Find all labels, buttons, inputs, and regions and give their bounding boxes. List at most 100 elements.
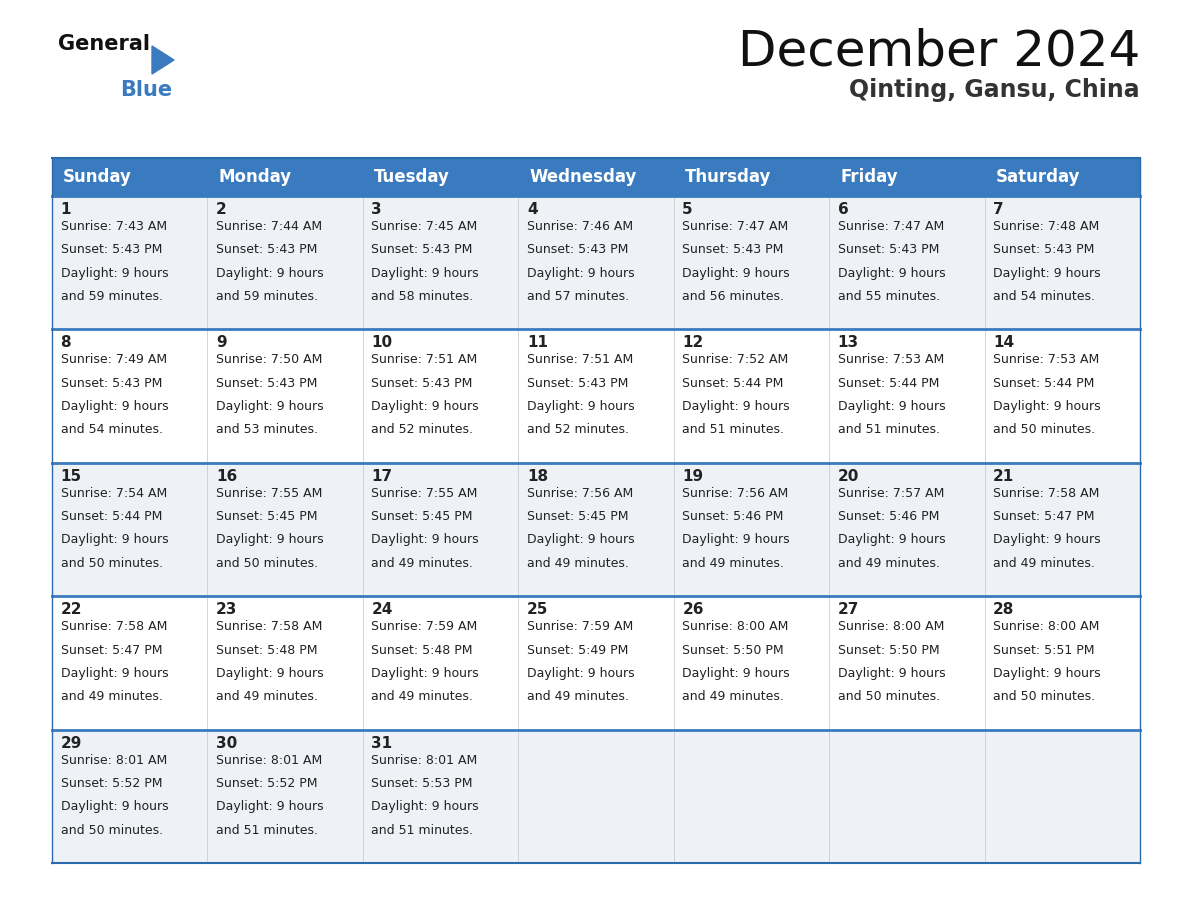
- Text: 4: 4: [526, 202, 537, 217]
- Text: and 49 minutes.: and 49 minutes.: [838, 557, 940, 570]
- Text: Sunday: Sunday: [63, 168, 132, 186]
- Text: Monday: Monday: [219, 168, 291, 186]
- Text: 1: 1: [61, 202, 71, 217]
- Text: Sunset: 5:47 PM: Sunset: 5:47 PM: [61, 644, 162, 656]
- Text: Daylight: 9 hours: Daylight: 9 hours: [216, 533, 323, 546]
- Text: Sunrise: 7:59 AM: Sunrise: 7:59 AM: [526, 621, 633, 633]
- Text: Sunset: 5:43 PM: Sunset: 5:43 PM: [526, 376, 628, 390]
- Text: and 52 minutes.: and 52 minutes.: [372, 423, 473, 436]
- Text: Wednesday: Wednesday: [529, 168, 637, 186]
- Text: 16: 16: [216, 469, 238, 484]
- Text: Daylight: 9 hours: Daylight: 9 hours: [61, 267, 169, 280]
- Text: Sunset: 5:43 PM: Sunset: 5:43 PM: [682, 243, 784, 256]
- Text: Daylight: 9 hours: Daylight: 9 hours: [216, 400, 323, 413]
- Text: Sunrise: 7:57 AM: Sunrise: 7:57 AM: [838, 487, 944, 499]
- Text: and 59 minutes.: and 59 minutes.: [61, 290, 163, 303]
- Text: Daylight: 9 hours: Daylight: 9 hours: [372, 533, 479, 546]
- Text: Blue: Blue: [120, 80, 172, 100]
- Text: 13: 13: [838, 335, 859, 351]
- Text: Daylight: 9 hours: Daylight: 9 hours: [682, 267, 790, 280]
- Text: 6: 6: [838, 202, 848, 217]
- Text: Sunrise: 8:00 AM: Sunrise: 8:00 AM: [682, 621, 789, 633]
- Text: and 49 minutes.: and 49 minutes.: [526, 557, 628, 570]
- Text: and 58 minutes.: and 58 minutes.: [372, 290, 474, 303]
- Text: Sunrise: 7:53 AM: Sunrise: 7:53 AM: [993, 353, 1099, 366]
- Text: Sunrise: 7:51 AM: Sunrise: 7:51 AM: [372, 353, 478, 366]
- Text: 20: 20: [838, 469, 859, 484]
- Text: and 57 minutes.: and 57 minutes.: [526, 290, 628, 303]
- Text: Sunset: 5:44 PM: Sunset: 5:44 PM: [993, 376, 1094, 390]
- Text: Sunset: 5:50 PM: Sunset: 5:50 PM: [682, 644, 784, 656]
- Text: 8: 8: [61, 335, 71, 351]
- Text: Sunset: 5:45 PM: Sunset: 5:45 PM: [526, 510, 628, 523]
- Text: Daylight: 9 hours: Daylight: 9 hours: [993, 666, 1101, 680]
- Text: and 51 minutes.: and 51 minutes.: [216, 823, 318, 836]
- Text: Sunset: 5:48 PM: Sunset: 5:48 PM: [372, 644, 473, 656]
- Text: 26: 26: [682, 602, 703, 617]
- Text: Daylight: 9 hours: Daylight: 9 hours: [372, 800, 479, 813]
- Text: Sunset: 5:50 PM: Sunset: 5:50 PM: [838, 644, 940, 656]
- Text: Sunset: 5:44 PM: Sunset: 5:44 PM: [61, 510, 162, 523]
- Text: Daylight: 9 hours: Daylight: 9 hours: [682, 400, 790, 413]
- Text: and 49 minutes.: and 49 minutes.: [682, 557, 784, 570]
- Text: Sunset: 5:49 PM: Sunset: 5:49 PM: [526, 644, 628, 656]
- Text: and 50 minutes.: and 50 minutes.: [838, 690, 940, 703]
- Text: and 49 minutes.: and 49 minutes.: [993, 557, 1095, 570]
- Text: Sunrise: 7:59 AM: Sunrise: 7:59 AM: [372, 621, 478, 633]
- Text: Sunrise: 7:46 AM: Sunrise: 7:46 AM: [526, 220, 633, 233]
- Text: Daylight: 9 hours: Daylight: 9 hours: [61, 666, 169, 680]
- Text: Sunrise: 8:01 AM: Sunrise: 8:01 AM: [372, 754, 478, 767]
- Text: 25: 25: [526, 602, 548, 617]
- Text: and 56 minutes.: and 56 minutes.: [682, 290, 784, 303]
- Text: Sunrise: 7:54 AM: Sunrise: 7:54 AM: [61, 487, 166, 499]
- Text: Daylight: 9 hours: Daylight: 9 hours: [993, 400, 1101, 413]
- Text: 3: 3: [372, 202, 383, 217]
- Text: Daylight: 9 hours: Daylight: 9 hours: [61, 533, 169, 546]
- Text: Daylight: 9 hours: Daylight: 9 hours: [993, 267, 1101, 280]
- Text: Sunrise: 7:43 AM: Sunrise: 7:43 AM: [61, 220, 166, 233]
- Text: Sunrise: 7:53 AM: Sunrise: 7:53 AM: [838, 353, 944, 366]
- Polygon shape: [152, 46, 173, 74]
- Text: Sunrise: 7:58 AM: Sunrise: 7:58 AM: [993, 487, 1100, 499]
- Text: Sunrise: 7:50 AM: Sunrise: 7:50 AM: [216, 353, 322, 366]
- Text: 11: 11: [526, 335, 548, 351]
- Bar: [52, 158, 1140, 196]
- Text: Sunrise: 7:51 AM: Sunrise: 7:51 AM: [526, 353, 633, 366]
- Text: Sunset: 5:52 PM: Sunset: 5:52 PM: [61, 777, 162, 790]
- Text: Daylight: 9 hours: Daylight: 9 hours: [372, 666, 479, 680]
- Text: Sunrise: 7:48 AM: Sunrise: 7:48 AM: [993, 220, 1099, 233]
- Text: and 49 minutes.: and 49 minutes.: [61, 690, 163, 703]
- Text: 17: 17: [372, 469, 392, 484]
- Text: Sunrise: 8:00 AM: Sunrise: 8:00 AM: [838, 621, 944, 633]
- Text: Qinting, Gansu, China: Qinting, Gansu, China: [849, 78, 1140, 102]
- Text: Daylight: 9 hours: Daylight: 9 hours: [838, 267, 946, 280]
- Text: 12: 12: [682, 335, 703, 351]
- Text: Sunset: 5:43 PM: Sunset: 5:43 PM: [61, 243, 162, 256]
- Text: 15: 15: [61, 469, 82, 484]
- Text: Sunset: 5:43 PM: Sunset: 5:43 PM: [993, 243, 1094, 256]
- Text: and 52 minutes.: and 52 minutes.: [526, 423, 628, 436]
- Text: Sunset: 5:47 PM: Sunset: 5:47 PM: [993, 510, 1094, 523]
- Text: and 51 minutes.: and 51 minutes.: [372, 823, 473, 836]
- Text: Sunrise: 7:44 AM: Sunrise: 7:44 AM: [216, 220, 322, 233]
- Text: Daylight: 9 hours: Daylight: 9 hours: [61, 800, 169, 813]
- Text: Daylight: 9 hours: Daylight: 9 hours: [526, 533, 634, 546]
- Text: Sunrise: 7:56 AM: Sunrise: 7:56 AM: [682, 487, 789, 499]
- Text: 27: 27: [838, 602, 859, 617]
- Bar: [52, 730, 1140, 863]
- Text: Sunset: 5:53 PM: Sunset: 5:53 PM: [372, 777, 473, 790]
- Bar: [52, 463, 1140, 596]
- Text: and 50 minutes.: and 50 minutes.: [993, 690, 1095, 703]
- Text: Sunset: 5:45 PM: Sunset: 5:45 PM: [216, 510, 317, 523]
- Text: Daylight: 9 hours: Daylight: 9 hours: [526, 267, 634, 280]
- Text: Sunrise: 7:49 AM: Sunrise: 7:49 AM: [61, 353, 166, 366]
- Bar: [52, 196, 1140, 330]
- Text: Daylight: 9 hours: Daylight: 9 hours: [682, 666, 790, 680]
- Text: Sunset: 5:52 PM: Sunset: 5:52 PM: [216, 777, 317, 790]
- Text: 19: 19: [682, 469, 703, 484]
- Text: Daylight: 9 hours: Daylight: 9 hours: [216, 800, 323, 813]
- Text: Daylight: 9 hours: Daylight: 9 hours: [526, 666, 634, 680]
- Text: Daylight: 9 hours: Daylight: 9 hours: [682, 533, 790, 546]
- Text: 10: 10: [372, 335, 392, 351]
- Text: and 54 minutes.: and 54 minutes.: [993, 290, 1095, 303]
